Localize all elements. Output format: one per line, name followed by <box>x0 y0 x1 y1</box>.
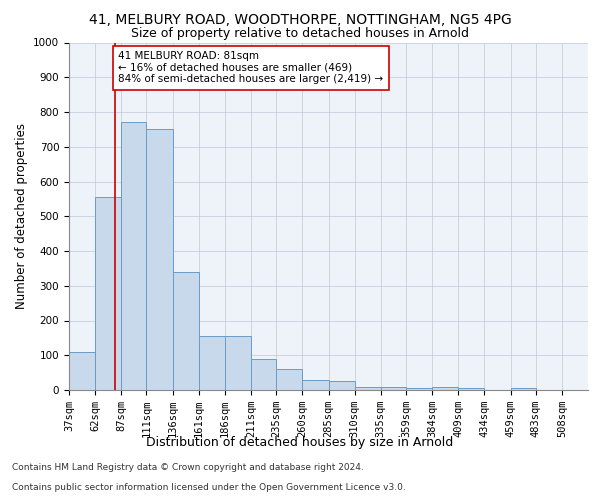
Text: Contains public sector information licensed under the Open Government Licence v3: Contains public sector information licen… <box>12 484 406 492</box>
Bar <box>251 358 276 390</box>
Bar <box>69 352 95 390</box>
Bar <box>458 388 484 390</box>
Text: 41 MELBURY ROAD: 81sqm
← 16% of detached houses are smaller (469)
84% of semi-de: 41 MELBURY ROAD: 81sqm ← 16% of detached… <box>118 51 383 84</box>
Bar <box>95 197 121 390</box>
Bar <box>173 272 199 390</box>
Bar <box>511 388 536 390</box>
Y-axis label: Number of detached properties: Number of detached properties <box>14 123 28 309</box>
Bar <box>225 336 251 390</box>
Bar <box>121 122 146 390</box>
Text: Size of property relative to detached houses in Arnold: Size of property relative to detached ho… <box>131 28 469 40</box>
Text: Contains HM Land Registry data © Crown copyright and database right 2024.: Contains HM Land Registry data © Crown c… <box>12 464 364 472</box>
Bar <box>355 386 381 390</box>
Bar <box>432 386 458 390</box>
Bar <box>199 336 225 390</box>
Text: 41, MELBURY ROAD, WOODTHORPE, NOTTINGHAM, NG5 4PG: 41, MELBURY ROAD, WOODTHORPE, NOTTINGHAM… <box>89 12 511 26</box>
Bar <box>146 130 173 390</box>
Bar <box>406 388 432 390</box>
Bar <box>381 386 406 390</box>
Bar <box>302 380 329 390</box>
Text: Distribution of detached houses by size in Arnold: Distribution of detached houses by size … <box>146 436 454 449</box>
Bar <box>329 382 355 390</box>
Bar <box>276 369 302 390</box>
